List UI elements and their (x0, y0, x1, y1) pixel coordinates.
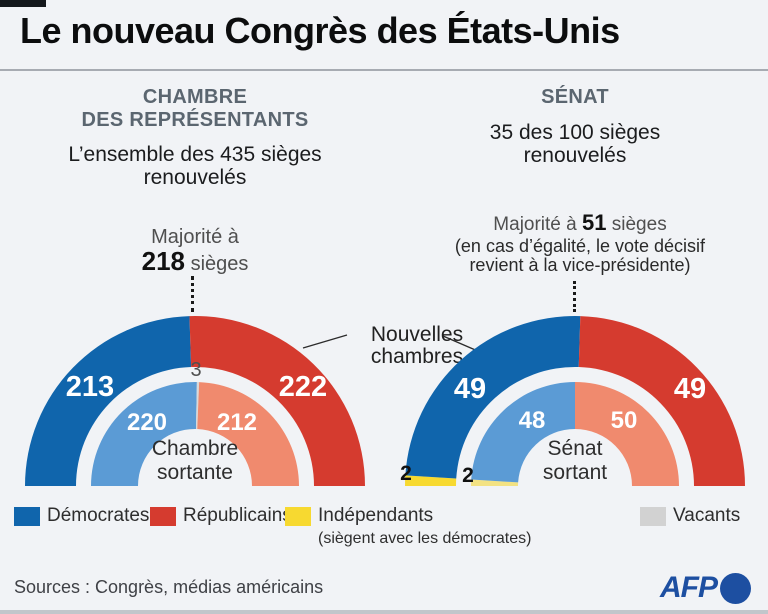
house-heading-line1: CHAMBRE (142, 86, 248, 108)
nouveau-senat-segment-républicains (578, 316, 745, 486)
house-center-line2: sortante (157, 461, 233, 484)
house-majority-number: 218 (141, 246, 185, 276)
legend-item-independents: Indépendants (siègent avec les démocrate… (285, 505, 531, 548)
republicans-swatch (150, 506, 176, 526)
new-chambers-line2: chambres (370, 345, 464, 368)
senate-chart: 49 49 48 50 2 2 Sénat sortant (400, 315, 745, 488)
house-democrats-new-value: 213 (65, 371, 115, 403)
legend-row-vacants: Vacants (640, 505, 740, 527)
legend-label-democrats: Démocrates (47, 505, 150, 526)
senate-republicans-outgoing-value: 50 (610, 407, 638, 434)
legend-label-republicans: Républicains (183, 505, 292, 526)
senate-center-line2: sortant (542, 461, 608, 484)
annotation-connector-lines (302, 334, 481, 353)
senate-heading-line1: SÉNAT (541, 86, 609, 108)
legend-label-independents: Indépendants (318, 505, 434, 526)
senat-sortant-segment-indépendants (471, 479, 519, 486)
nouveau-senat-segment-démocrates (405, 315, 581, 479)
senate-center-label: Sénat sortant (500, 437, 650, 485)
senate-majority-suffix: sièges (611, 214, 667, 235)
house-republicans-outgoing-value: 212 (216, 409, 258, 436)
new-chambers-annotation: Nouvelles chambres (353, 324, 481, 368)
chambre-sortante-segment-vacants (196, 382, 200, 430)
house-republicans-new-value: 222 (278, 371, 328, 403)
page-title: Le nouveau Congrès des États-Unis (20, 10, 620, 51)
sources-text: Sources : Congrès, médias américains (14, 577, 324, 597)
democrats-swatch (14, 506, 40, 526)
house-vacants-outgoing-value: 3 (190, 359, 202, 381)
house-subheading-line1: L’ensemble des 435 sièges (68, 143, 322, 166)
legend-sublabel-independents: (siègent avec les démocrates) (318, 530, 532, 547)
afp-logo-text: AFP (660, 571, 718, 604)
legend-row-democrats: Démocrates (14, 505, 149, 527)
house-chart-svg (25, 316, 365, 486)
house-majority-prefix: Majorité à (151, 226, 239, 248)
senate-democrats-new-value: 49 (453, 373, 487, 405)
senate-majority-note: Majorité à 51 sièges (en cas d’égalité, … (435, 210, 725, 275)
bottom-edge-bar (0, 610, 768, 614)
senate-majority-prefix: Majorité à (493, 214, 577, 235)
independents-swatch (285, 506, 311, 526)
senate-independents-new-value: 2 (400, 462, 412, 485)
senate-subheading: 35 des 100 sièges renouvelés (405, 121, 745, 167)
legend-label-vacants: Vacants (673, 505, 741, 526)
vacants-swatch (640, 506, 666, 526)
senate-majority-number: 51 (582, 210, 607, 235)
legend: Démocrates Républicains Indépendants (si… (0, 505, 768, 557)
house-majority-note: Majorité à 218 sièges (95, 225, 295, 276)
senate-majority-pointer-line (573, 281, 576, 312)
senate-center-line1: Sénat (547, 437, 603, 460)
house-heading: CHAMBRE DES REPRÉSENTANTS (25, 86, 365, 132)
legend-row-republicans: Républicains (150, 505, 292, 527)
senat-sortant-segment-républicains (575, 382, 679, 486)
senate-heading: SÉNAT (405, 86, 745, 109)
senate-subheading-line1: 35 des 100 sièges (489, 121, 661, 144)
house-chart: 213 222 3 220 212 Chambre sortante (25, 315, 365, 488)
senate-chart-svg (405, 315, 745, 486)
house-center-label: Chambre sortante (120, 437, 270, 485)
chambre-sortante-segment-républicains (197, 382, 300, 486)
senate-majority-note-lines: (en cas d’égalité, le vote décisif revie… (435, 237, 725, 275)
senat-sortant-segment-démocrates (471, 382, 575, 483)
senate-independents-outgoing-value: 2 (462, 464, 474, 487)
afp-logo: AFP (660, 571, 751, 605)
house-center-line1: Chambre (151, 437, 239, 460)
senate-note-line2: revient à la vice-présidente) (469, 255, 691, 275)
title-divider (0, 69, 768, 71)
senate-democrats-outgoing-value: 48 (518, 407, 546, 434)
senate-subheading-line2: renouvelés (523, 144, 627, 167)
house-majority-pointer-line (191, 276, 194, 312)
nouvelle-chambre-segment-républicains (189, 316, 365, 486)
house-majority-suffix: sièges (190, 253, 249, 275)
afp-globe-icon (720, 572, 751, 604)
nouveau-senat-segment-indépendants (405, 475, 457, 486)
house-democrats-outgoing-value: 220 (126, 409, 168, 436)
house-heading-line2: DES REPRÉSENTANTS (81, 109, 309, 131)
chambre-sortante-segment-démocrates (91, 382, 197, 486)
legend-item-democrats: Démocrates (14, 505, 149, 527)
house-majority-line2: 218 sièges (95, 246, 295, 276)
new-chambers-line1: Nouvelles (370, 323, 464, 346)
house-subheading-line2: renouvelés (143, 166, 247, 189)
legend-row-independents: Indépendants (285, 505, 531, 527)
top-left-artifact-bar (0, 0, 46, 7)
nouvelle-chambre-segment-démocrates (25, 316, 192, 486)
senate-note-line1: (en cas d’égalité, le vote décisif (454, 236, 706, 256)
senate-majority-line1: Majorité à 51 sièges (435, 210, 725, 235)
legend-item-republicans: Républicains (150, 505, 292, 527)
legend-item-vacants: Vacants (640, 505, 740, 527)
senate-republicans-new-value: 49 (673, 373, 707, 405)
house-subheading: L’ensemble des 435 sièges renouvelés (25, 143, 365, 189)
